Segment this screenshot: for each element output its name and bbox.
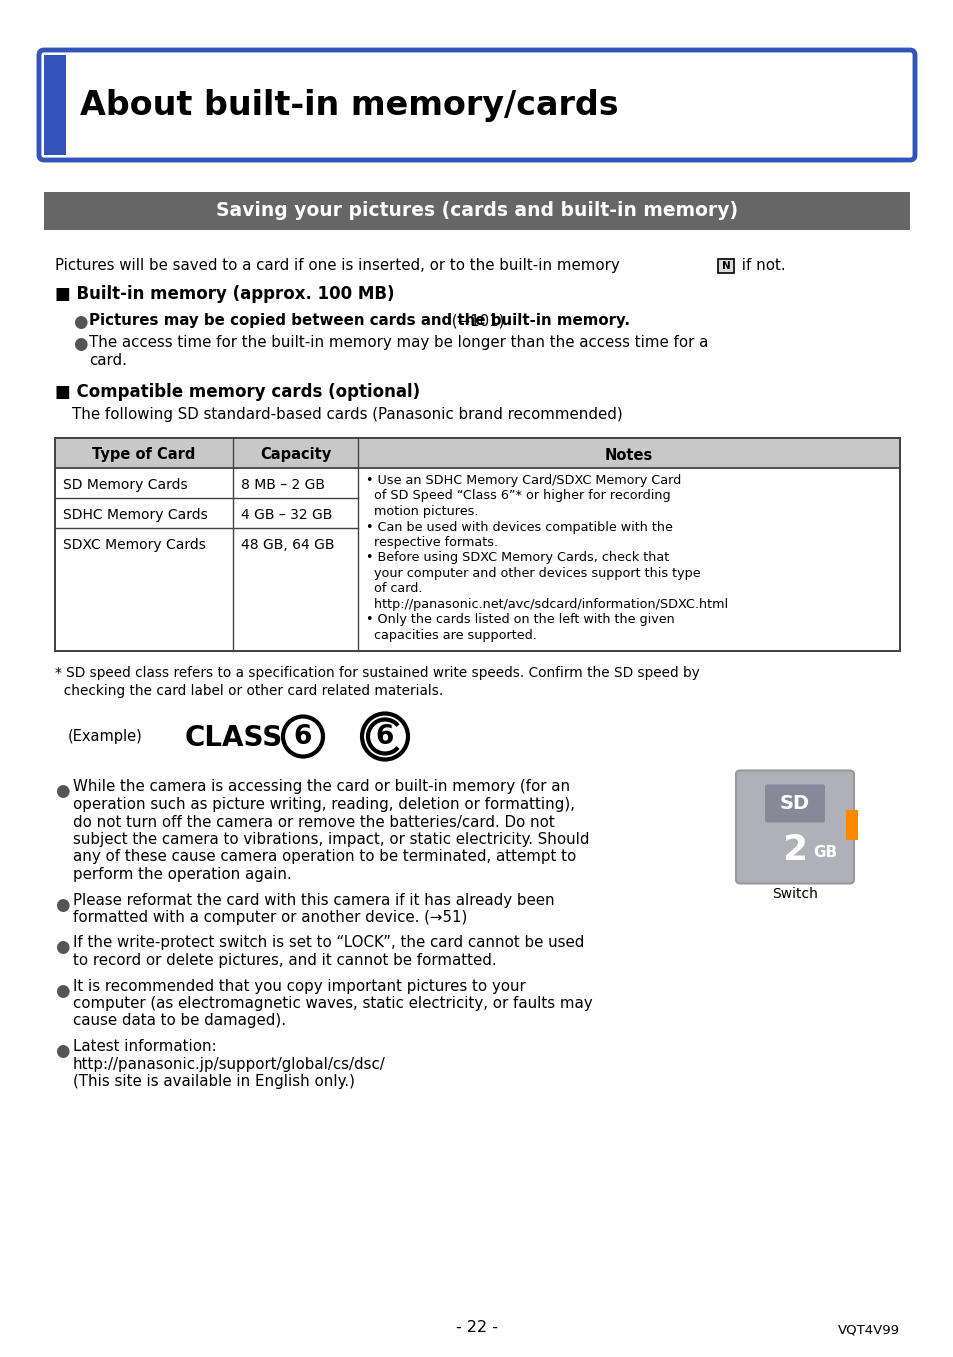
Text: Type of Card: Type of Card [92, 448, 195, 463]
Text: any of these cause camera operation to be terminated, attempt to: any of these cause camera operation to b… [73, 849, 576, 864]
Text: formatted with a computer or another device. (→51): formatted with a computer or another dev… [73, 911, 467, 925]
Text: checking the card label or other card related materials.: checking the card label or other card re… [55, 684, 443, 697]
Text: • Before using SDXC Memory Cards, check that: • Before using SDXC Memory Cards, check … [366, 551, 669, 565]
Text: operation such as picture writing, reading, deletion or formatting),: operation such as picture writing, readi… [73, 797, 575, 811]
Text: The following SD standard-based cards (Panasonic brand recommended): The following SD standard-based cards (P… [71, 407, 622, 422]
Bar [55, 438, 899, 468]
FancyBboxPatch shape [39, 50, 914, 160]
Text: Notes: Notes [604, 448, 653, 463]
Text: do not turn off the camera or remove the batteries/card. Do not: do not turn off the camera or remove the… [73, 814, 554, 829]
Text: motion pictures.: motion pictures. [366, 505, 478, 518]
FancyBboxPatch shape [764, 784, 824, 822]
Bar [718, 259, 733, 273]
Text: SDHC Memory Cards: SDHC Memory Cards [63, 508, 208, 522]
Text: ●: ● [55, 1042, 70, 1060]
Text: ●: ● [73, 313, 88, 331]
Text: SD Memory Cards: SD Memory Cards [63, 478, 188, 493]
Text: computer (as electromagnetic waves, static electricity, or faults may: computer (as electromagnetic waves, stat… [73, 996, 592, 1011]
Text: 48 GB, 64 GB: 48 GB, 64 GB [241, 537, 335, 552]
Text: - 22 -: - 22 - [456, 1320, 497, 1335]
Text: If the write-protect switch is set to “LOCK”, the card cannot be used: If the write-protect switch is set to “L… [73, 935, 584, 950]
Text: if not.: if not. [737, 258, 785, 273]
Text: N: N [720, 261, 730, 271]
Text: 6: 6 [294, 723, 312, 749]
Text: (Example): (Example) [68, 729, 143, 744]
Text: ■ Compatible memory cards (optional): ■ Compatible memory cards (optional) [55, 383, 419, 402]
Text: * SD speed class refers to a specification for sustained write speeds. Confirm t: * SD speed class refers to a specificati… [55, 666, 699, 680]
Text: ●: ● [55, 783, 70, 801]
Text: ●: ● [55, 896, 70, 913]
Text: of card.: of card. [366, 582, 422, 596]
FancyBboxPatch shape [735, 771, 853, 883]
Text: subject the camera to vibrations, impact, or static electricity. Should: subject the camera to vibrations, impact… [73, 832, 589, 847]
Text: ●: ● [73, 335, 88, 353]
Text: SDXC Memory Cards: SDXC Memory Cards [63, 537, 206, 552]
Text: ■ Built-in memory (approx. 100 MB): ■ Built-in memory (approx. 100 MB) [55, 285, 395, 303]
Text: SD: SD [780, 794, 809, 813]
Text: to record or delete pictures, and it cannot be formatted.: to record or delete pictures, and it can… [73, 953, 497, 968]
Text: cause data to be damaged).: cause data to be damaged). [73, 1014, 286, 1029]
Text: Saving your pictures (cards and built-in memory): Saving your pictures (cards and built-in… [215, 201, 738, 220]
Text: • Use an SDHC Memory Card/SDXC Memory Card: • Use an SDHC Memory Card/SDXC Memory Ca… [366, 474, 680, 487]
Text: Capacity: Capacity [259, 448, 331, 463]
Text: Pictures may be copied between cards and the built-in memory.: Pictures may be copied between cards and… [89, 313, 629, 328]
Text: perform the operation again.: perform the operation again. [73, 867, 292, 882]
Text: The access time for the built-in memory may be longer than the access time for a: The access time for the built-in memory … [89, 335, 708, 350]
Text: 4 GB – 32 GB: 4 GB – 32 GB [241, 508, 332, 522]
Text: your computer and other devices support this type: your computer and other devices support … [366, 567, 700, 579]
Text: About built-in memory/cards: About built-in memory/cards [80, 88, 618, 122]
Text: http://panasonic.jp/support/global/cs/dsc/: http://panasonic.jp/support/global/cs/ds… [73, 1057, 385, 1072]
Text: ●: ● [55, 981, 70, 1000]
Text: Please reformat the card with this camera if it has already been: Please reformat the card with this camer… [73, 893, 554, 908]
Text: 8 MB – 2 GB: 8 MB – 2 GB [241, 478, 325, 493]
Text: (→101): (→101) [447, 313, 504, 328]
Text: Pictures will be saved to a card if one is inserted, or to the built-in memory: Pictures will be saved to a card if one … [55, 258, 624, 273]
Text: CLASS: CLASS [185, 725, 283, 753]
Text: It is recommended that you copy important pictures to your: It is recommended that you copy importan… [73, 978, 525, 993]
Text: ●: ● [55, 939, 70, 957]
Text: • Only the cards listed on the left with the given: • Only the cards listed on the left with… [366, 613, 674, 627]
Text: 6: 6 [375, 723, 394, 749]
Bar [44, 191, 909, 229]
Bar [44, 56, 66, 155]
Text: Switch: Switch [771, 887, 817, 901]
Text: Latest information:: Latest information: [73, 1039, 216, 1054]
Text: http://panasonic.net/avc/sdcard/information/SDXC.html: http://panasonic.net/avc/sdcard/informat… [366, 598, 727, 611]
Bar [55, 438, 899, 650]
Text: • Can be used with devices compatible with the: • Can be used with devices compatible wi… [366, 521, 672, 533]
Text: VQT4V99: VQT4V99 [837, 1323, 899, 1337]
Bar [845, 810, 857, 840]
Text: GB: GB [812, 845, 836, 860]
Text: respective formats.: respective formats. [366, 536, 497, 550]
Text: capacities are supported.: capacities are supported. [366, 630, 537, 642]
Text: 2: 2 [781, 832, 807, 867]
Text: card.: card. [89, 353, 127, 368]
Text: While the camera is accessing the card or built-in memory (for an: While the camera is accessing the card o… [73, 779, 570, 794]
Text: of SD Speed “Class 6”* or higher for recording: of SD Speed “Class 6”* or higher for rec… [366, 490, 670, 502]
Text: (This site is available in English only.): (This site is available in English only.… [73, 1073, 355, 1090]
